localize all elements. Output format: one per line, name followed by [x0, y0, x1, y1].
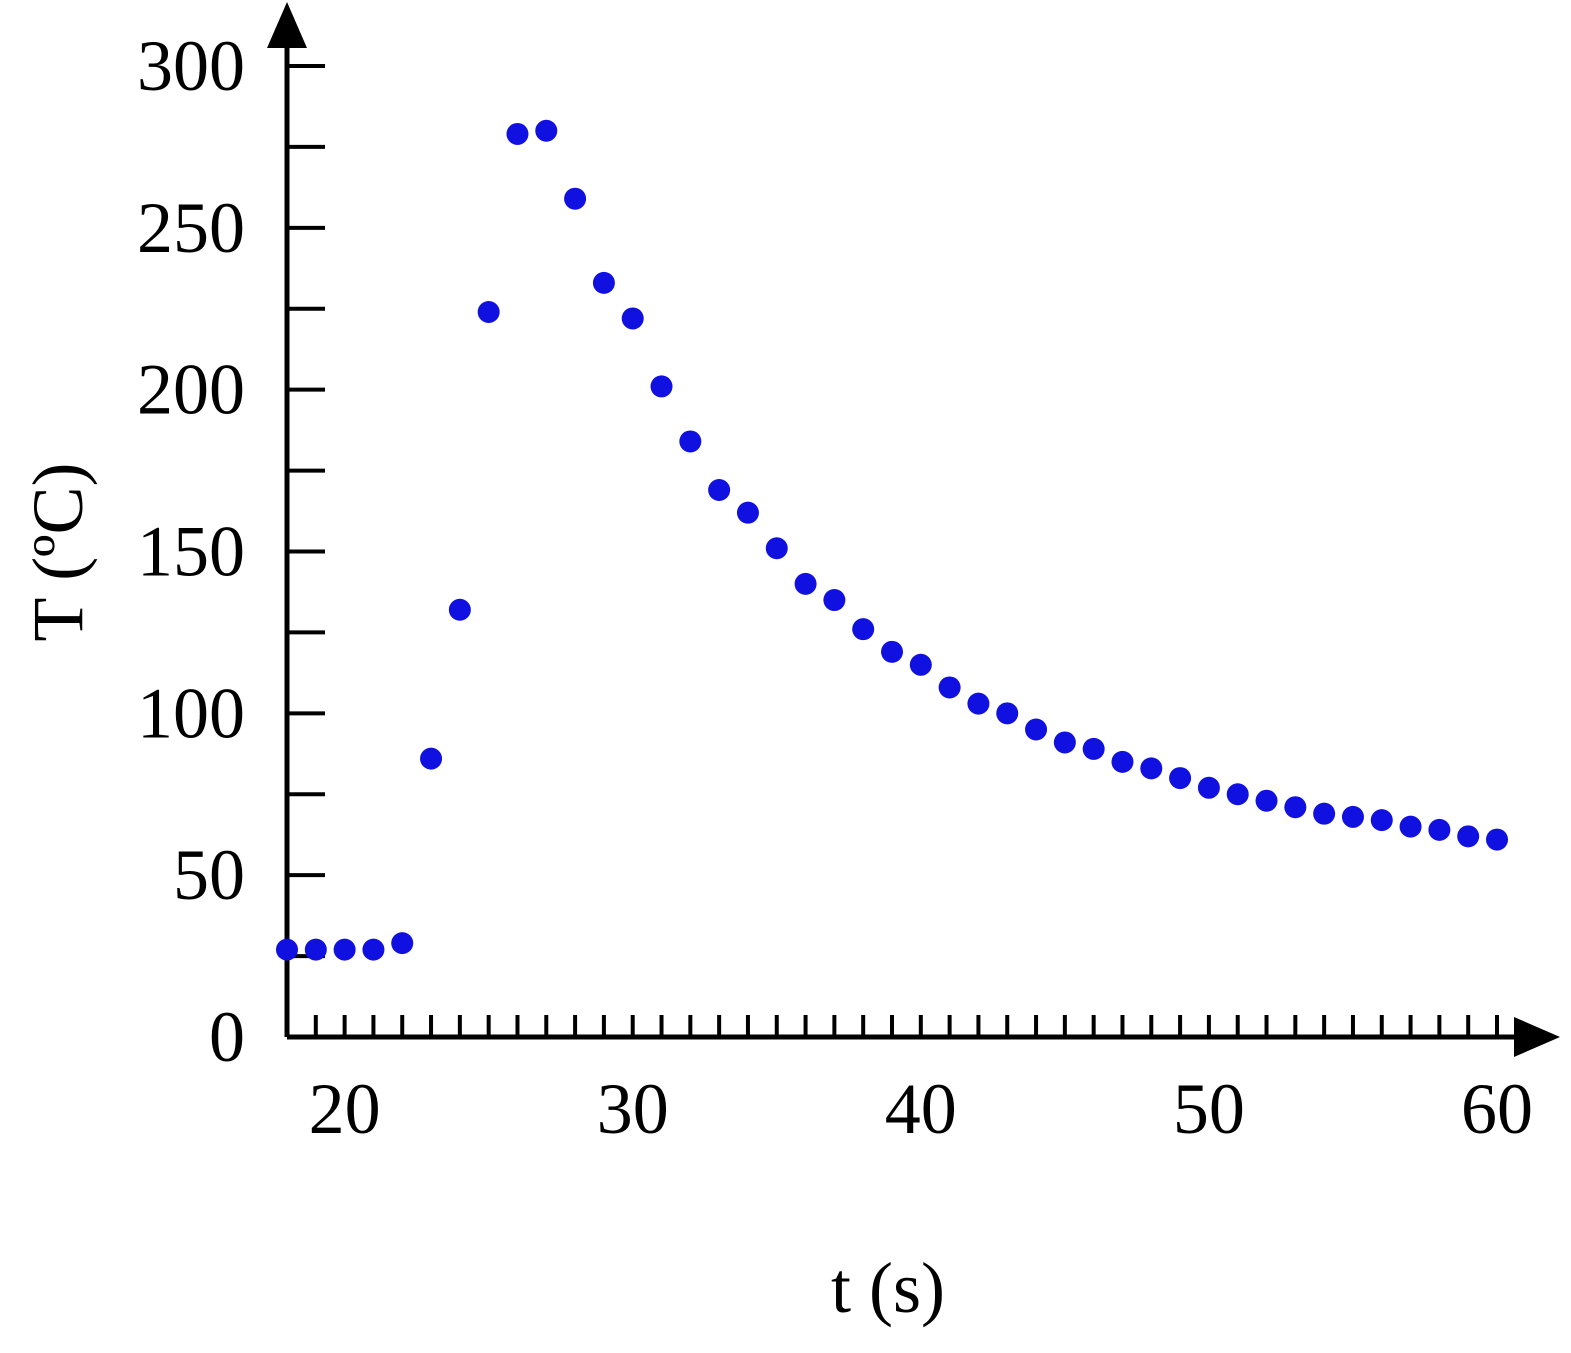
data-point: [1341, 805, 1364, 828]
y-axis-arrow: [267, 2, 307, 48]
data-point: [1197, 776, 1220, 799]
data-point: [362, 938, 385, 961]
data-point: [794, 572, 817, 595]
data-point: [736, 501, 759, 524]
data-point: [765, 537, 788, 560]
data-point: [1082, 737, 1105, 760]
x-tick-label: 50: [1173, 1069, 1245, 1149]
x-tick-label: 40: [885, 1069, 957, 1149]
data-point: [1428, 818, 1451, 841]
data-point: [506, 122, 529, 145]
data-point: [1399, 815, 1422, 838]
data-point: [996, 702, 1019, 725]
data-point: [333, 938, 356, 961]
data-points: [276, 119, 1508, 961]
y-tick-label: 200: [137, 350, 245, 430]
y-tick-label: 0: [209, 997, 245, 1077]
data-point: [564, 187, 587, 210]
axes: [267, 2, 1560, 1057]
data-point: [1255, 789, 1278, 812]
data-point: [708, 479, 731, 502]
data-point: [592, 271, 615, 294]
data-point: [1457, 825, 1480, 848]
data-point: [823, 589, 846, 612]
data-point: [909, 653, 932, 676]
data-point: [650, 375, 673, 398]
data-point: [621, 307, 644, 330]
data-point: [967, 692, 990, 715]
data-point: [679, 430, 702, 453]
y-tick-label: 250: [137, 188, 245, 268]
data-point: [881, 640, 903, 663]
y-tick-label: 300: [137, 26, 245, 106]
x-tick-label: 30: [597, 1069, 669, 1149]
data-point: [938, 676, 961, 699]
data-point: [535, 119, 558, 142]
data-point: [448, 598, 471, 621]
data-point: [1053, 731, 1076, 754]
x-tick-label: 20: [309, 1069, 381, 1149]
data-point: [1313, 802, 1336, 825]
data-point: [391, 932, 414, 955]
data-point: [1226, 783, 1249, 806]
y-tick-label: 100: [137, 673, 245, 753]
y-axis-title: T (ºC): [18, 463, 98, 642]
data-point: [852, 618, 875, 641]
data-point: [420, 747, 443, 770]
x-axis-arrow: [1514, 1017, 1560, 1057]
data-point: [1111, 750, 1134, 773]
y-tick-label: 50: [173, 835, 245, 915]
data-point: [1370, 809, 1393, 832]
axis-ticks: [287, 64, 1499, 1037]
x-tick-label: 60: [1461, 1069, 1533, 1149]
data-point: [276, 938, 298, 961]
data-point: [1140, 757, 1163, 780]
x-axis-title: t (s): [831, 1248, 945, 1328]
data-point: [1169, 767, 1192, 790]
data-point: [1486, 828, 1508, 851]
data-point: [1284, 796, 1307, 819]
tick-labels: 0 50 100 150 200 250 300 20 30 40 50 60: [137, 26, 1533, 1149]
y-tick-label: 150: [137, 512, 245, 592]
data-point: [1025, 718, 1048, 741]
data-point: [304, 938, 327, 961]
data-point: [477, 300, 500, 323]
